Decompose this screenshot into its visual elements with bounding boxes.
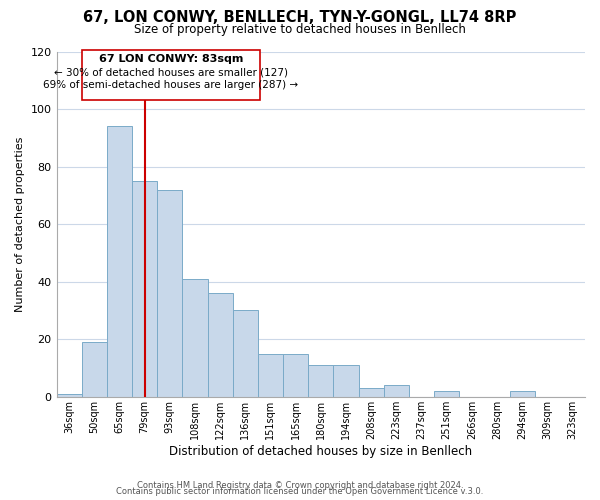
- Y-axis label: Number of detached properties: Number of detached properties: [15, 136, 25, 312]
- FancyBboxPatch shape: [82, 50, 260, 100]
- Text: 67, LON CONWY, BENLLECH, TYN-Y-GONGL, LL74 8RP: 67, LON CONWY, BENLLECH, TYN-Y-GONGL, LL…: [83, 10, 517, 25]
- Bar: [334, 365, 359, 397]
- Bar: [82, 342, 107, 397]
- Text: 69% of semi-detached houses are larger (287) →: 69% of semi-detached houses are larger (…: [43, 80, 299, 90]
- Text: Contains HM Land Registry data © Crown copyright and database right 2024.: Contains HM Land Registry data © Crown c…: [137, 481, 463, 490]
- Bar: [509, 391, 535, 397]
- Bar: [107, 126, 132, 397]
- Bar: [182, 279, 208, 397]
- Bar: [157, 190, 182, 397]
- Bar: [258, 354, 283, 397]
- Bar: [208, 293, 233, 397]
- Bar: [56, 394, 82, 397]
- Bar: [132, 181, 157, 397]
- Bar: [233, 310, 258, 397]
- Text: 67 LON CONWY: 83sqm: 67 LON CONWY: 83sqm: [99, 54, 243, 64]
- Bar: [383, 386, 409, 397]
- X-axis label: Distribution of detached houses by size in Benllech: Distribution of detached houses by size …: [169, 444, 472, 458]
- Text: ← 30% of detached houses are smaller (127): ← 30% of detached houses are smaller (12…: [54, 68, 288, 78]
- Bar: [308, 365, 334, 397]
- Bar: [283, 354, 308, 397]
- Bar: [359, 388, 383, 397]
- Text: Size of property relative to detached houses in Benllech: Size of property relative to detached ho…: [134, 22, 466, 36]
- Text: Contains public sector information licensed under the Open Government Licence v.: Contains public sector information licen…: [116, 488, 484, 496]
- Bar: [434, 391, 459, 397]
